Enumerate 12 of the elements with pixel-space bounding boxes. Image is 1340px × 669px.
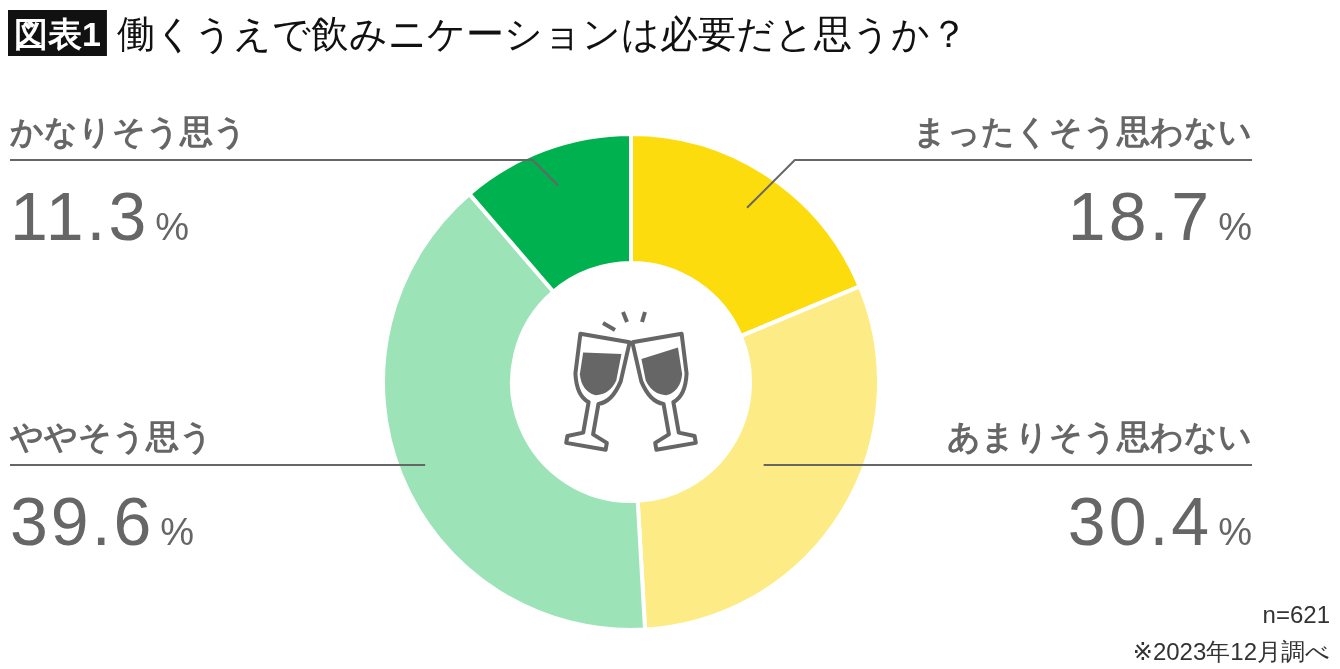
data-label: 11.3%	[10, 178, 190, 254]
slice-label: かなりそう思う	[9, 113, 247, 150]
text: n=621	[1262, 601, 1330, 628]
data-label: 18.7%	[1067, 178, 1252, 254]
slice-label: まったくそう思わない	[913, 113, 1252, 150]
data-label: 39.6%	[10, 483, 195, 559]
slice-label: あまりそう思わない	[947, 418, 1252, 455]
data-label: 30.4%	[1067, 483, 1252, 559]
chart-title: 働くうえで飲みニケーションは必要だと思うか？	[116, 13, 968, 55]
annotation-badge: 図表1	[8, 10, 107, 56]
slice-label: ややそう思う	[9, 418, 213, 455]
text: ※2023年12月調べ	[1132, 638, 1330, 665]
